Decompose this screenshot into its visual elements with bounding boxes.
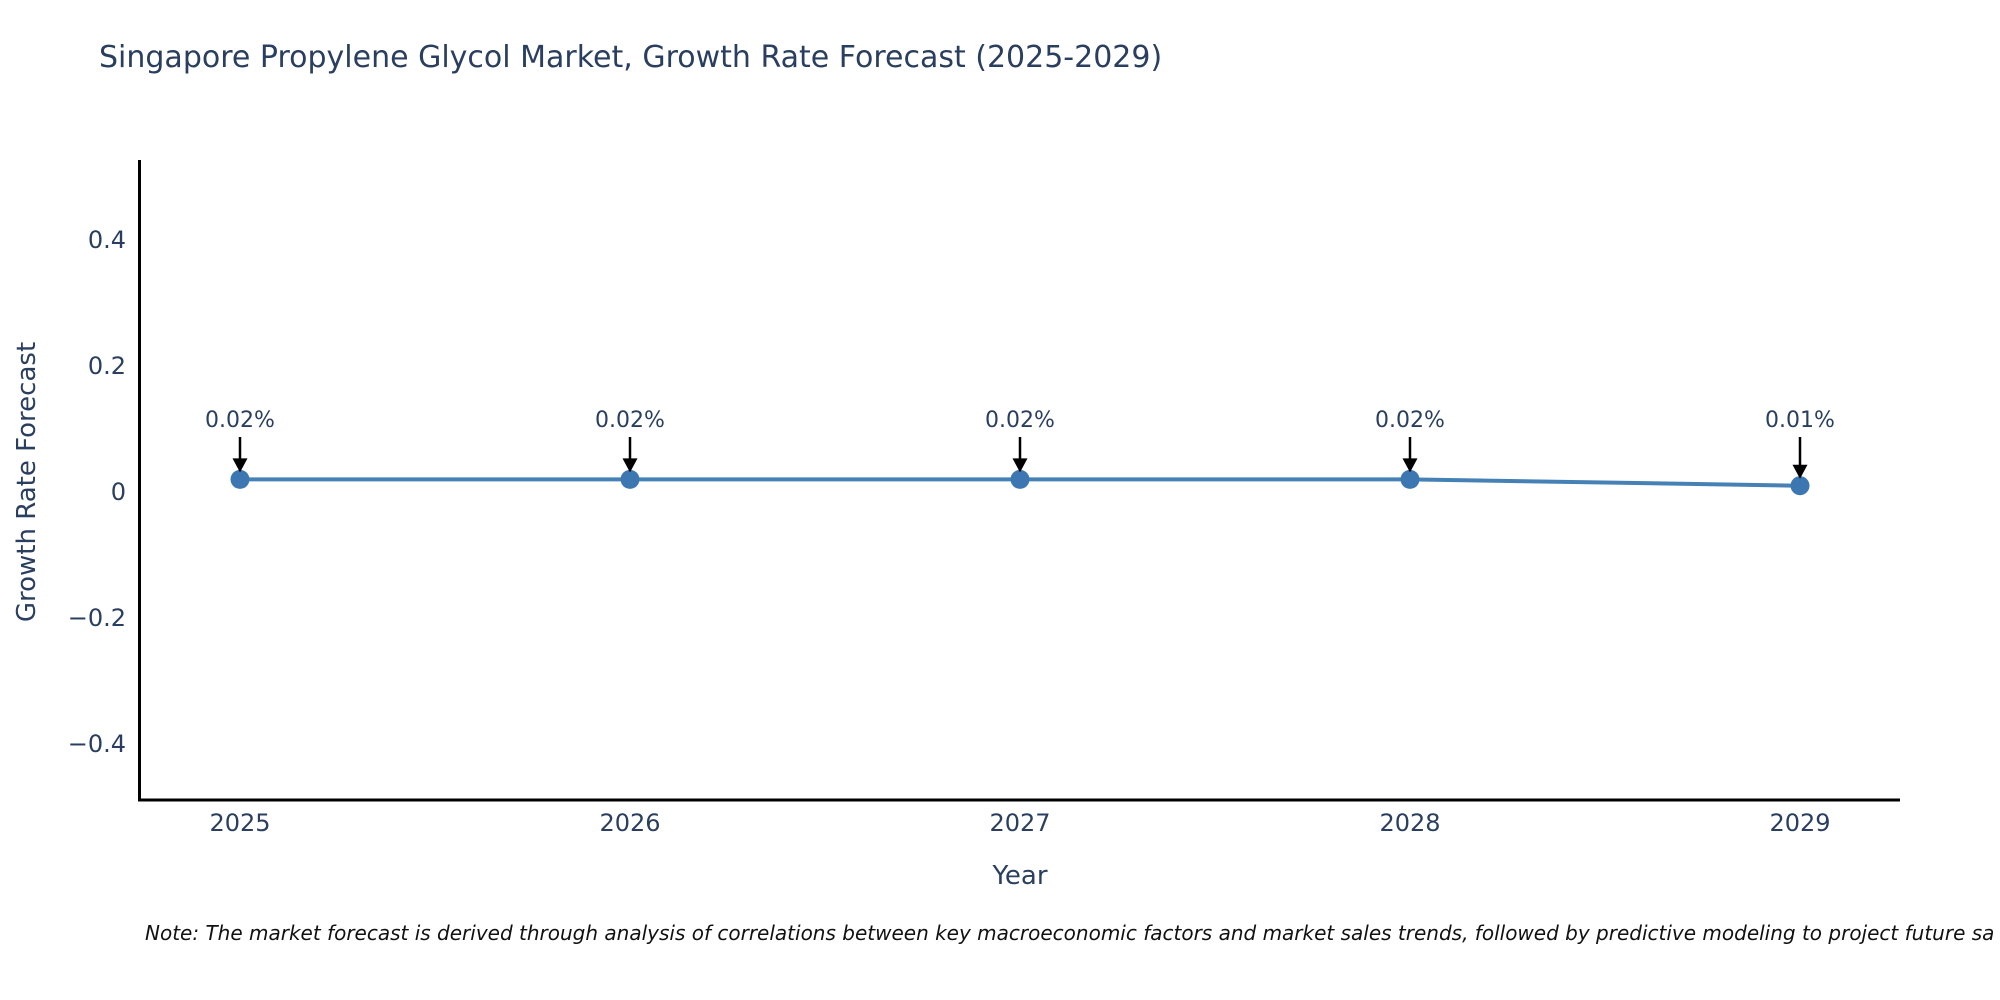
data-point-marker: [1010, 469, 1030, 489]
data-point-label: 0.01%: [1765, 408, 1835, 433]
y-tick-label: −0.4: [68, 730, 126, 758]
data-point-label: 0.02%: [595, 408, 665, 433]
chart-footnote: Note: The market forecast is derived thr…: [145, 921, 1995, 945]
y-tick-label: 0: [111, 478, 126, 506]
chart-title: Singapore Propylene Glycol Market, Growt…: [99, 40, 1163, 75]
x-tick-label: 2025: [209, 809, 270, 837]
data-point-marker: [1400, 469, 1420, 489]
annotation-arrow-head: [622, 458, 638, 473]
data-point-label: 0.02%: [205, 408, 275, 433]
data-point-label: 0.02%: [985, 408, 1055, 433]
data-point-marker: [230, 469, 250, 489]
x-axis-title: Year: [992, 861, 1048, 891]
data-point-marker: [620, 469, 640, 489]
x-tick-label: 2026: [599, 809, 660, 837]
annotation-arrow-head: [232, 458, 248, 473]
y-tick-label: −0.2: [68, 604, 126, 632]
data-point-label: 0.02%: [1375, 408, 1445, 433]
y-tick-label: 0.2: [88, 352, 126, 380]
x-tick-label: 2028: [1379, 809, 1440, 837]
x-tick-label: 2029: [1769, 809, 1830, 837]
annotation-arrow-head: [1402, 458, 1418, 473]
annotation-arrow-head: [1012, 458, 1028, 473]
y-tick-label: 0.4: [88, 226, 126, 254]
data-point-marker: [1790, 476, 1810, 496]
annotation-arrow-head: [1792, 464, 1808, 479]
x-tick-label: 2027: [989, 809, 1050, 837]
